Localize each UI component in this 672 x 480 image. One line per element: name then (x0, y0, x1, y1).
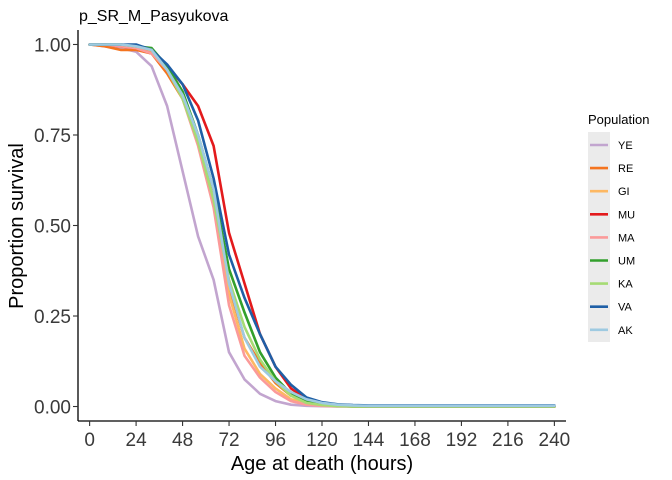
series-line-mu (90, 45, 555, 407)
legend-label-ak: AK (618, 325, 633, 337)
series-line-um (90, 45, 555, 407)
x-tick-label: 192 (446, 430, 478, 451)
legend: Population YE RE GI MU MA UM KA VA AK (588, 112, 649, 342)
legend-label-gi: GI (618, 186, 630, 198)
legend-title: Population (588, 112, 649, 127)
legend-label-ka: KA (618, 279, 633, 291)
plot-area (90, 45, 555, 407)
series-line-ma (90, 45, 555, 407)
legend-label-ma: MA (618, 232, 635, 244)
legend-label-re: RE (618, 163, 633, 175)
legend-label-um: UM (618, 256, 635, 268)
y-axis-ticks: 0.00 0.25 0.50 0.75 1.00 (34, 35, 78, 418)
series-line-gi (90, 45, 555, 407)
x-tick-label: 48 (172, 430, 193, 451)
x-axis-ticks: 0 24 48 72 96 120 144 168 192 216 240 (84, 421, 570, 451)
legend-label-mu: MU (618, 209, 635, 221)
y-tick-label: 1.00 (34, 35, 71, 56)
series-line-va (90, 45, 555, 406)
y-tick-label: 0.25 (34, 307, 71, 328)
series-line-re (90, 45, 555, 407)
x-tick-label: 240 (539, 430, 571, 451)
chart-title: p_SR_M_Pasyukova (79, 8, 229, 25)
y-tick-label: 0.00 (34, 398, 71, 419)
x-tick-label: 120 (306, 430, 338, 451)
x-tick-label: 216 (492, 430, 524, 451)
y-tick-label: 0.50 (34, 217, 71, 238)
x-axis-title: Age at death (hours) (231, 453, 413, 475)
x-tick-label: 96 (265, 430, 286, 451)
legend-label-va: VA (618, 302, 633, 314)
x-tick-label: 72 (218, 430, 239, 451)
series-line-ka (90, 45, 555, 407)
x-tick-label: 168 (399, 430, 431, 451)
series-line-ye (90, 45, 555, 407)
x-tick-label: 0 (84, 430, 95, 451)
x-tick-label: 144 (353, 430, 385, 451)
y-axis-title: Proportion survival (6, 143, 28, 309)
legend-label-ye: YE (618, 140, 633, 152)
series-line-ak (90, 45, 555, 406)
y-tick-label: 0.75 (34, 126, 71, 147)
x-tick-label: 24 (126, 430, 148, 451)
